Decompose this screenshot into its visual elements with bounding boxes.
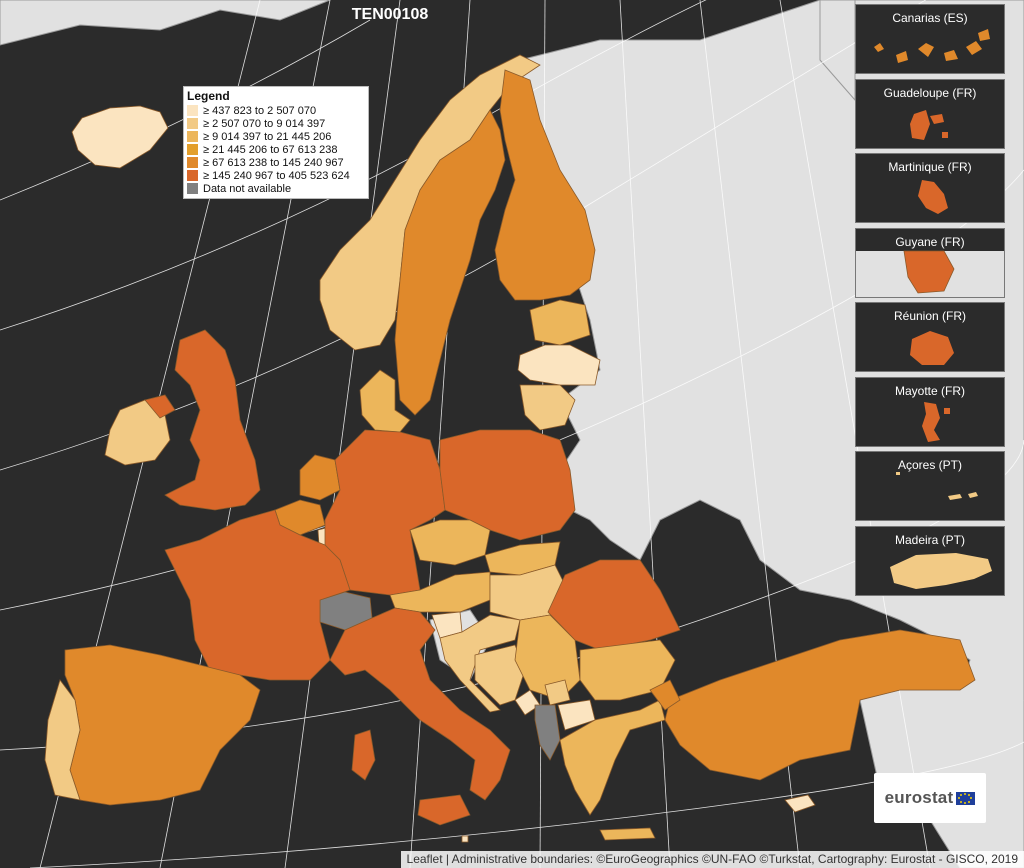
inset-label: Açores (PT) [897, 458, 962, 472]
region-latvia[interactable] [517, 344, 601, 386]
legend-item: ≥ 67 613 238 to 145 240 967 [187, 156, 365, 169]
inset-madeira[interactable]: Madeira (PT) [855, 526, 1005, 596]
inset-label: Guadeloupe (FR) [883, 86, 977, 100]
inset-reunion[interactable]: Réunion (FR) [855, 302, 1005, 372]
inset-label: Martinique (FR) [888, 160, 972, 174]
region-czechia[interactable] [409, 519, 491, 566]
legend-item: ≥ 437 823 to 2 507 070 [187, 104, 365, 117]
logo-text: eurostat [884, 788, 954, 807]
legend-item: ≥ 21 445 206 to 67 613 238 [187, 143, 365, 156]
leaflet-link[interactable]: Leaflet [406, 852, 443, 866]
inset-guyane[interactable]: Guyane (FR) [855, 228, 1005, 298]
legend-item: ≥ 2 507 070 to 9 014 397 [187, 117, 365, 130]
inset-map [922, 402, 950, 442]
legend-swatch [187, 105, 198, 116]
legend-swatch [187, 131, 198, 142]
region-denmark[interactable] [359, 369, 411, 433]
inset-martinique[interactable]: Martinique (FR) [855, 153, 1005, 223]
inset-acores[interactable]: Açores (PT) [855, 451, 1005, 521]
legend-label: ≥ 21 445 206 to 67 613 238 [203, 143, 338, 156]
region-germany[interactable] [324, 429, 446, 596]
region-serbia[interactable] [514, 614, 581, 701]
region-portugal[interactable] [44, 679, 81, 801]
inset-mayotte[interactable]: Mayotte (FR) [855, 377, 1005, 447]
legend-item: Data not available [187, 182, 365, 195]
inset-label: Guyane (FR) [895, 235, 965, 249]
legend-label: ≥ 437 823 to 2 507 070 [203, 104, 317, 117]
legend-label: ≥ 9 014 397 to 21 445 206 [203, 130, 332, 143]
legend-label: Data not available [203, 182, 292, 195]
region-finland[interactable] [494, 69, 596, 301]
region-iceland[interactable] [71, 105, 169, 169]
legend-swatch [187, 118, 198, 129]
region-italy[interactable] [329, 607, 511, 801]
legend-label: ≥ 2 507 070 to 9 014 397 [203, 117, 326, 130]
legend-swatch [187, 144, 198, 155]
inset-label: Canarias (ES) [892, 11, 968, 25]
region-sardinia[interactable] [351, 729, 376, 781]
eu-flag-icon [956, 791, 976, 805]
inset-map [890, 553, 992, 589]
eurostat-logo: eurostat [874, 773, 986, 823]
inset-map [910, 331, 954, 365]
inset-map [856, 229, 1004, 297]
legend-swatch [187, 157, 198, 168]
region-northern-ireland[interactable] [144, 394, 176, 419]
region-romania[interactable] [547, 559, 681, 651]
region-greece[interactable] [559, 699, 666, 816]
legend-label: ≥ 145 240 967 to 405 523 624 [203, 169, 350, 182]
region-france[interactable] [164, 509, 351, 681]
legend-label: ≥ 67 613 238 to 145 240 967 [203, 156, 344, 169]
region-estonia[interactable] [529, 299, 591, 346]
legend-swatch [187, 183, 198, 194]
inset-label: Mayotte (FR) [894, 384, 965, 398]
legend-swatch [187, 170, 198, 181]
inset-map [910, 110, 948, 140]
inset-map [896, 472, 978, 500]
inset-label: Réunion (FR) [893, 309, 967, 323]
region-sweden[interactable] [394, 109, 506, 416]
attribution-text: | Administrative boundaries: ©EuroGeogra… [442, 852, 1018, 866]
inset-label: Madeira (PT) [894, 533, 965, 547]
region-turkey[interactable] [664, 629, 976, 781]
legend-item: ≥ 145 240 967 to 405 523 624 [187, 169, 365, 182]
region-crete[interactable] [599, 827, 656, 841]
legend: Legend ≥ 437 823 to 2 507 070 ≥ 2 507 07… [183, 86, 369, 199]
inset-canarias[interactable]: Canarias (ES) [855, 4, 1005, 74]
inset-map [918, 180, 948, 214]
region-kosovo[interactable] [544, 679, 571, 706]
legend-item: ≥ 9 014 397 to 21 445 206 [187, 130, 365, 143]
region-poland[interactable] [439, 429, 576, 541]
countries[interactable] [44, 54, 976, 843]
region-sicily[interactable] [417, 794, 471, 826]
region-turkey-thrace[interactable] [649, 679, 681, 711]
map-title: TEN00108 [351, 6, 429, 23]
inset-map [874, 29, 990, 63]
region-lithuania[interactable] [519, 384, 576, 431]
region-uk[interactable] [164, 329, 261, 511]
region-albania[interactable] [534, 704, 561, 761]
region-malta[interactable] [461, 835, 469, 843]
legend-heading: Legend [187, 89, 230, 103]
inset-guadeloupe[interactable]: Guadeloupe (FR) [855, 79, 1005, 149]
region-cyprus[interactable] [784, 794, 816, 813]
attribution: Leaflet | Administrative boundaries: ©Eu… [400, 851, 1024, 868]
